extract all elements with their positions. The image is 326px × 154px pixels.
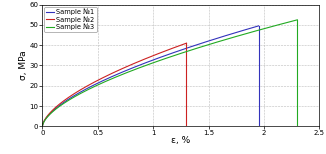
- X-axis label: ε, %: ε, %: [171, 136, 191, 145]
- Line: Sample №1: Sample №1: [42, 26, 259, 126]
- Sample №3: [141, 65, 145, 67]
- Sample №2: [40, 125, 44, 127]
- Sample №1: [67, 98, 70, 100]
- Sample №1: [198, 43, 201, 45]
- Sample №3: [124, 72, 127, 74]
- Sample №2: [87, 84, 91, 86]
- Sample №1: [111, 75, 115, 77]
- Sample №3: [201, 45, 205, 47]
- Sample №2: [144, 57, 148, 59]
- Sample №2: [185, 42, 188, 44]
- Sample №1: [40, 125, 44, 127]
- Sample №3: [226, 38, 230, 40]
- Sample №1: [257, 25, 260, 27]
- Sample №3: [40, 125, 44, 127]
- Sample №2: [97, 79, 101, 80]
- Line: Sample №2: Sample №2: [42, 43, 186, 126]
- Sample №3: [224, 38, 228, 40]
- Line: Sample №3: Sample №3: [42, 20, 297, 126]
- Sample №2: [131, 63, 135, 65]
- Sample №3: [295, 19, 299, 21]
- Legend: Sample №1, Sample №2, Sample №3: Sample №1, Sample №2, Sample №3: [44, 7, 96, 32]
- Sample №1: [126, 69, 130, 71]
- Sample №1: [197, 43, 200, 45]
- Y-axis label: σ, MPa: σ, MPa: [19, 51, 28, 80]
- Sample №1: [176, 50, 180, 52]
- Sample №3: [71, 97, 75, 99]
- Sample №2: [145, 57, 149, 59]
- Sample №2: [58, 103, 62, 105]
